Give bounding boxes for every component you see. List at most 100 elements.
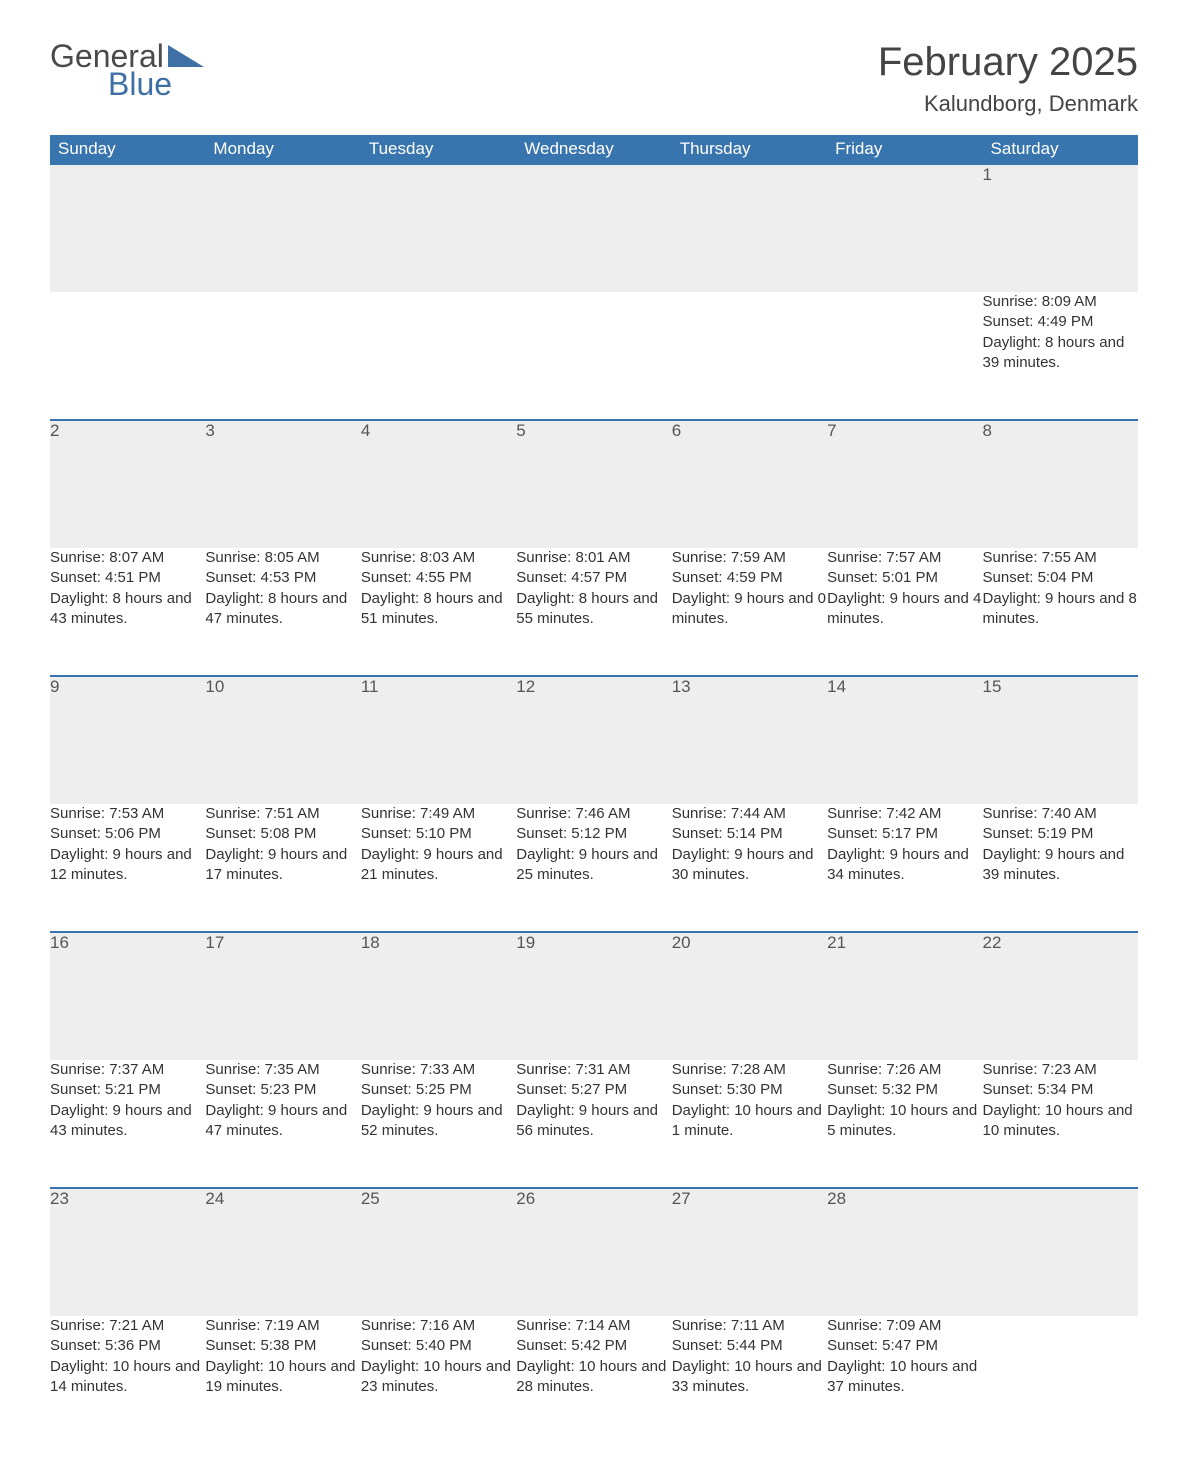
daylight-line: Daylight: 9 hours and 47 minutes. xyxy=(205,1101,360,1142)
day-detail-cell: Sunrise: 7:53 AMSunset: 5:06 PMDaylight:… xyxy=(50,804,205,932)
sunrise-line: Sunrise: 8:05 AM xyxy=(205,548,360,568)
sunset-line: Sunset: 5:32 PM xyxy=(827,1080,982,1100)
brand-text: General Blue xyxy=(50,40,204,101)
daylight-line: Daylight: 9 hours and 8 minutes. xyxy=(983,589,1138,630)
sunset-line: Sunset: 5:40 PM xyxy=(361,1336,516,1356)
day-number-cell: 23 xyxy=(50,1188,205,1316)
day-detail-cell: Sunrise: 7:33 AMSunset: 5:25 PMDaylight:… xyxy=(361,1060,516,1188)
sunrise-line: Sunrise: 8:01 AM xyxy=(516,548,671,568)
weekday-header: Saturday xyxy=(983,135,1138,164)
calendar-table: SundayMondayTuesdayWednesdayThursdayFrid… xyxy=(50,135,1138,1444)
daylight-line: Daylight: 8 hours and 43 minutes. xyxy=(50,589,205,630)
sunrise-line: Sunrise: 7:51 AM xyxy=(205,804,360,824)
sunset-line: Sunset: 4:59 PM xyxy=(672,568,827,588)
sunset-line: Sunset: 5:01 PM xyxy=(827,568,982,588)
detail-row: Sunrise: 7:21 AMSunset: 5:36 PMDaylight:… xyxy=(50,1316,1138,1444)
day-number-cell: 5 xyxy=(516,420,671,548)
weekday-header: Tuesday xyxy=(361,135,516,164)
sunrise-line: Sunrise: 7:21 AM xyxy=(50,1316,205,1336)
day-number-cell: 4 xyxy=(361,420,516,548)
sunrise-line: Sunrise: 7:11 AM xyxy=(672,1316,827,1336)
day-detail-cell: Sunrise: 7:55 AMSunset: 5:04 PMDaylight:… xyxy=(983,548,1138,676)
daylight-line: Daylight: 9 hours and 0 minutes. xyxy=(672,589,827,630)
daylight-line: Daylight: 9 hours and 34 minutes. xyxy=(827,845,982,886)
sunrise-line: Sunrise: 8:07 AM xyxy=(50,548,205,568)
day-detail-cell: Sunrise: 8:09 AMSunset: 4:49 PMDaylight:… xyxy=(983,292,1138,420)
day-detail-cell: Sunrise: 7:16 AMSunset: 5:40 PMDaylight:… xyxy=(361,1316,516,1444)
day-detail-cell: Sunrise: 7:19 AMSunset: 5:38 PMDaylight:… xyxy=(205,1316,360,1444)
day-number-cell xyxy=(983,1188,1138,1316)
daynum-row: 16171819202122 xyxy=(50,932,1138,1060)
daylight-line: Daylight: 8 hours and 47 minutes. xyxy=(205,589,360,630)
daylight-line: Daylight: 9 hours and 21 minutes. xyxy=(361,845,516,886)
day-detail-cell: Sunrise: 8:07 AMSunset: 4:51 PMDaylight:… xyxy=(50,548,205,676)
sunrise-line: Sunrise: 7:23 AM xyxy=(983,1060,1138,1080)
day-detail-cell xyxy=(827,292,982,420)
daynum-row: 9101112131415 xyxy=(50,676,1138,804)
daylight-line: Daylight: 10 hours and 10 minutes. xyxy=(983,1101,1138,1142)
daynum-row: 2345678 xyxy=(50,420,1138,548)
sunset-line: Sunset: 4:57 PM xyxy=(516,568,671,588)
daylight-line: Daylight: 8 hours and 39 minutes. xyxy=(983,333,1138,374)
day-detail-cell xyxy=(983,1316,1138,1444)
day-number-cell xyxy=(50,164,205,292)
sunrise-line: Sunrise: 7:31 AM xyxy=(516,1060,671,1080)
sunset-line: Sunset: 5:47 PM xyxy=(827,1336,982,1356)
day-detail-cell: Sunrise: 7:40 AMSunset: 5:19 PMDaylight:… xyxy=(983,804,1138,932)
detail-row: Sunrise: 8:07 AMSunset: 4:51 PMDaylight:… xyxy=(50,548,1138,676)
sunset-line: Sunset: 5:21 PM xyxy=(50,1080,205,1100)
sunrise-line: Sunrise: 7:44 AM xyxy=(672,804,827,824)
day-detail-cell xyxy=(672,292,827,420)
daylight-line: Daylight: 8 hours and 51 minutes. xyxy=(361,589,516,630)
sunset-line: Sunset: 5:19 PM xyxy=(983,824,1138,844)
day-detail-cell: Sunrise: 7:46 AMSunset: 5:12 PMDaylight:… xyxy=(516,804,671,932)
day-number-cell: 9 xyxy=(50,676,205,804)
sunset-line: Sunset: 5:23 PM xyxy=(205,1080,360,1100)
title-block: February 2025 Kalundborg, Denmark xyxy=(878,40,1138,117)
daylight-line: Daylight: 10 hours and 5 minutes. xyxy=(827,1101,982,1142)
daylight-line: Daylight: 10 hours and 14 minutes. xyxy=(50,1357,205,1398)
day-number-cell: 24 xyxy=(205,1188,360,1316)
sunrise-line: Sunrise: 7:55 AM xyxy=(983,548,1138,568)
sunset-line: Sunset: 5:06 PM xyxy=(50,824,205,844)
location-label: Kalundborg, Denmark xyxy=(878,91,1138,117)
day-detail-cell: Sunrise: 7:44 AMSunset: 5:14 PMDaylight:… xyxy=(672,804,827,932)
day-detail-cell: Sunrise: 8:05 AMSunset: 4:53 PMDaylight:… xyxy=(205,548,360,676)
sunset-line: Sunset: 5:25 PM xyxy=(361,1080,516,1100)
sunset-line: Sunset: 5:44 PM xyxy=(672,1336,827,1356)
detail-row: Sunrise: 7:37 AMSunset: 5:21 PMDaylight:… xyxy=(50,1060,1138,1188)
day-number-cell xyxy=(672,164,827,292)
weekday-header-row: SundayMondayTuesdayWednesdayThursdayFrid… xyxy=(50,135,1138,164)
day-detail-cell: Sunrise: 7:31 AMSunset: 5:27 PMDaylight:… xyxy=(516,1060,671,1188)
day-number-cell: 18 xyxy=(361,932,516,1060)
sunset-line: Sunset: 4:53 PM xyxy=(205,568,360,588)
daylight-line: Daylight: 10 hours and 33 minutes. xyxy=(672,1357,827,1398)
sunrise-line: Sunrise: 7:37 AM xyxy=(50,1060,205,1080)
daylight-line: Daylight: 9 hours and 56 minutes. xyxy=(516,1101,671,1142)
daylight-line: Daylight: 9 hours and 43 minutes. xyxy=(50,1101,205,1142)
daylight-line: Daylight: 10 hours and 28 minutes. xyxy=(516,1357,671,1398)
daylight-line: Daylight: 10 hours and 19 minutes. xyxy=(205,1357,360,1398)
day-number-cell: 22 xyxy=(983,932,1138,1060)
day-number-cell: 7 xyxy=(827,420,982,548)
day-number-cell xyxy=(827,164,982,292)
day-detail-cell xyxy=(205,292,360,420)
day-number-cell: 17 xyxy=(205,932,360,1060)
month-title: February 2025 xyxy=(878,40,1138,85)
weekday-header: Monday xyxy=(205,135,360,164)
sunset-line: Sunset: 4:51 PM xyxy=(50,568,205,588)
daylight-line: Daylight: 9 hours and 30 minutes. xyxy=(672,845,827,886)
header-bar: General Blue February 2025 Kalundborg, D… xyxy=(50,40,1138,117)
sunrise-line: Sunrise: 7:35 AM xyxy=(205,1060,360,1080)
day-number-cell: 1 xyxy=(983,164,1138,292)
day-number-cell: 25 xyxy=(361,1188,516,1316)
sunset-line: Sunset: 5:08 PM xyxy=(205,824,360,844)
day-number-cell: 26 xyxy=(516,1188,671,1316)
day-number-cell: 16 xyxy=(50,932,205,1060)
sunset-line: Sunset: 5:34 PM xyxy=(983,1080,1138,1100)
day-number-cell: 10 xyxy=(205,676,360,804)
day-number-cell: 8 xyxy=(983,420,1138,548)
brand-triangle-icon xyxy=(168,45,204,67)
sunset-line: Sunset: 4:55 PM xyxy=(361,568,516,588)
daylight-line: Daylight: 9 hours and 4 minutes. xyxy=(827,589,982,630)
